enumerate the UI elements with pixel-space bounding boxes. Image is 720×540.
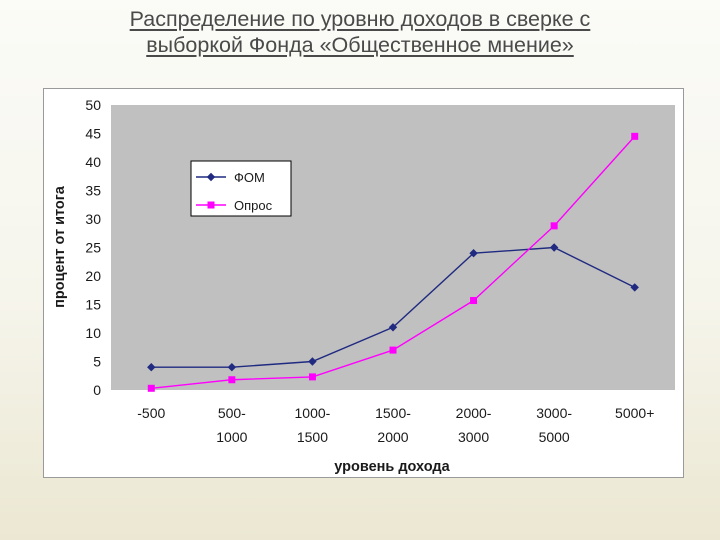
x-tick-label: 5000+ bbox=[615, 405, 654, 421]
legend-label-1: ФОМ bbox=[234, 170, 265, 185]
legend-marker-1 bbox=[206, 172, 216, 182]
series-1-point bbox=[388, 323, 398, 332]
y-tick-label: 30 bbox=[85, 211, 101, 227]
y-tick-label: 15 bbox=[85, 297, 101, 313]
x-tick-label-line-2: 1500 bbox=[297, 429, 328, 445]
series-1-point bbox=[308, 357, 317, 366]
series-2-point bbox=[308, 373, 316, 381]
y-tick-label: 10 bbox=[85, 325, 101, 341]
x-tick-label: -500 bbox=[137, 405, 165, 421]
series-1-point bbox=[549, 243, 559, 252]
slide-title-line-1: Распределение по уровню доходов в сверке… bbox=[129, 7, 591, 31]
x-tick-label-line-2: 5000 bbox=[539, 429, 570, 445]
series-2-point bbox=[631, 132, 639, 140]
series-1-point bbox=[227, 363, 237, 372]
x-tick-label-line-2: 1000 bbox=[216, 429, 247, 445]
legend-marker-2 bbox=[207, 201, 215, 209]
x-tick-label-line-2: 2000 bbox=[377, 429, 408, 445]
y-tick-label: 25 bbox=[85, 240, 101, 256]
y-axis-title: процент от итога bbox=[52, 185, 68, 308]
y-tick-label: 20 bbox=[85, 268, 101, 284]
y-tick-label: 5 bbox=[93, 354, 101, 370]
x-tick-label: 1000- bbox=[295, 405, 331, 421]
income-distribution-chart: 0 5 10 15 20 25 30 35 40 45 50 -500 500- 1000 1000- 15… bbox=[52, 97, 675, 475]
x-tick-label: 3000- bbox=[536, 405, 572, 421]
y-tick-label: 40 bbox=[85, 154, 101, 170]
x-tick-label: 1500- bbox=[375, 405, 411, 421]
series-2-point bbox=[470, 297, 478, 305]
y-tick-label: 0 bbox=[93, 382, 101, 398]
y-tick-label: 35 bbox=[85, 183, 101, 199]
y-tick-label: 50 bbox=[85, 97, 101, 113]
series-2-point bbox=[228, 376, 236, 384]
series-2-point bbox=[550, 222, 558, 230]
plot-area bbox=[111, 105, 675, 390]
series-2-point bbox=[389, 346, 397, 354]
chart-frame: 0 5 10 15 20 25 30 35 40 45 50 -500 500- 1000 1000- 15… bbox=[43, 88, 684, 478]
slide-title-line-2: выборкой Фонда «Общественное мнение» bbox=[146, 33, 574, 57]
series-points bbox=[147, 132, 639, 392]
y-axis-ticks: 0 5 10 15 20 25 30 35 40 45 50 bbox=[85, 97, 101, 398]
legend: ФОМ Опрос bbox=[190, 160, 292, 217]
series-1-point bbox=[630, 283, 639, 292]
x-axis-ticks: -500 500- 1000 1000- 1500 1500- 2000 2000- 3000 3… bbox=[137, 405, 654, 445]
x-tick-label-line-2: 3000 bbox=[458, 429, 489, 445]
legend-label-2: Опрос bbox=[234, 198, 273, 213]
x-tick-label: 500- bbox=[218, 405, 246, 421]
x-tick-label: 2000- bbox=[456, 405, 492, 421]
series-2-point bbox=[147, 384, 155, 392]
series-1-point bbox=[147, 363, 156, 372]
y-tick-label: 45 bbox=[85, 126, 101, 142]
x-axis-title: уровень дохода bbox=[334, 459, 450, 475]
slide-title: Распределение по уровню доходов в сверке… bbox=[0, 6, 720, 58]
series-1-point bbox=[469, 249, 478, 258]
